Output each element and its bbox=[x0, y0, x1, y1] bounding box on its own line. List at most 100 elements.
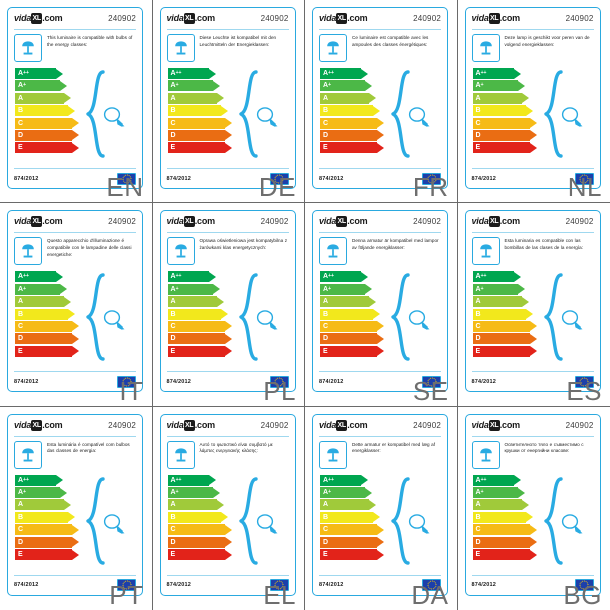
eu-flag-icon bbox=[117, 579, 136, 592]
energy-class-arrow-tip bbox=[212, 80, 220, 91]
energy-class-bar: D bbox=[167, 333, 232, 345]
language-cell-da: vida XL .com 240902 Dette armatur er kompati… bbox=[305, 406, 458, 610]
energy-class-arrow-tip bbox=[64, 93, 71, 104]
vidaxl-logo: vida XL .com bbox=[166, 419, 215, 431]
energy-class-bar: E bbox=[167, 549, 232, 560]
energy-class-bar: E bbox=[15, 345, 79, 357]
energy-class-label-d: D bbox=[472, 333, 530, 345]
energy-class-bar: E bbox=[320, 345, 384, 357]
energy-class-bar: A bbox=[15, 92, 79, 104]
logo-badge-xl: XL bbox=[183, 13, 195, 24]
energy-class-arrow-tip bbox=[72, 118, 79, 129]
curly-brace-icon bbox=[238, 273, 261, 362]
energy-class-scale: A ++ A + A B C D E bbox=[319, 271, 441, 367]
compatibility-text: Esta luminária é compatível com bulbos d… bbox=[47, 441, 130, 454]
eu-flag-icon bbox=[574, 375, 594, 388]
card-body: Questo apparecchio d'illuminazione é com… bbox=[8, 233, 142, 367]
compatibility-row: Dette armatur er kompatibel med læg af e… bbox=[319, 440, 441, 469]
compatibility-row: Αυτό το φωτιστικό είναι συμβατό με λάμπε… bbox=[166, 440, 289, 469]
regulation-number: 874/2012 bbox=[319, 175, 344, 182]
compatibility-row: Denna armatur är kompatibel med lampor a… bbox=[319, 237, 441, 266]
energy-class-label-e: E bbox=[320, 345, 377, 357]
energy-class-arrow-tip bbox=[220, 105, 228, 116]
energy-class-scale: A ++ A + A B C D E bbox=[472, 271, 594, 367]
logo-text-suffix: .com bbox=[347, 13, 368, 23]
logo-text-suffix: .com bbox=[499, 419, 520, 430]
energy-class-label-aplus: A + bbox=[320, 80, 365, 92]
logo-text-prefix: vida bbox=[319, 419, 337, 430]
energy-class-bar: B bbox=[167, 308, 232, 320]
compatibility-row: Esta luminária é compatível com bulbos d… bbox=[14, 440, 136, 469]
logo-badge-xl: XL bbox=[31, 419, 43, 431]
compatibility-row: Questo apparecchio d'illuminazione é com… bbox=[14, 237, 136, 266]
language-cell-fr: vida XL .com 240902 Ce luminaire est compati… bbox=[305, 0, 458, 204]
energy-class-scale: A ++ A + A B C D E bbox=[319, 68, 441, 164]
logo-badge-xl: XL bbox=[488, 216, 500, 228]
energy-class-bar: C bbox=[15, 117, 79, 129]
eu-flag-icon bbox=[422, 375, 441, 388]
energy-class-bar: B bbox=[15, 511, 79, 523]
energy-class-arrow-tip bbox=[72, 346, 79, 357]
energy-class-label-a: A bbox=[15, 499, 64, 511]
energy-class-arrow-tip bbox=[224, 524, 232, 535]
logo-text-prefix: vida bbox=[166, 419, 184, 430]
logo-text-suffix: .com bbox=[347, 419, 368, 430]
energy-class-arrow-tip bbox=[529, 537, 537, 548]
energy-class-arrow-tip bbox=[72, 333, 79, 344]
energy-class-label-c: C bbox=[167, 117, 225, 129]
energy-class-arrow-tip bbox=[60, 80, 67, 91]
energy-class-label-d: D bbox=[320, 129, 377, 141]
eu-flag-icon bbox=[574, 172, 594, 185]
energy-class-bar: A + bbox=[167, 283, 232, 295]
energy-class-bar: A ++ bbox=[320, 68, 384, 79]
energy-class-arrow-tip bbox=[361, 271, 368, 282]
energy-class-label-c: C bbox=[167, 320, 225, 332]
energy-class-label-a: A bbox=[15, 92, 64, 104]
energy-class-label-b: B bbox=[472, 308, 526, 320]
energy-class-scale: A ++ A + A B C D E bbox=[167, 68, 289, 164]
eu-flag-icon bbox=[269, 579, 289, 592]
article-number: 240902 bbox=[108, 14, 136, 23]
card-header: vida XL .com 240902 bbox=[166, 415, 289, 437]
energy-class-arrow-tip bbox=[521, 296, 529, 307]
logo-text-prefix: vida bbox=[471, 13, 489, 23]
eu-stars bbox=[427, 580, 436, 590]
card-footer: 874/2012 bbox=[319, 168, 441, 188]
compatibility-text: Deze lamp is geschikt voor peren van de … bbox=[504, 35, 590, 47]
regulation-number: 874/2012 bbox=[14, 175, 39, 182]
energy-class-bar: E bbox=[167, 345, 232, 357]
article-number: 240902 bbox=[108, 420, 136, 430]
energy-class-scale: A ++ A + A B C D E bbox=[14, 68, 136, 164]
lamp-icon bbox=[14, 440, 42, 469]
eu-flag-icon bbox=[422, 579, 441, 592]
card-header: vida XL .com 240902 bbox=[14, 211, 136, 234]
energy-class-label-d: D bbox=[15, 333, 72, 345]
energy-class-label-c: C bbox=[472, 320, 530, 332]
energy-class-label-a: A bbox=[167, 296, 217, 308]
energy-class-bar: A + bbox=[15, 283, 79, 295]
energy-class-arrow-tip bbox=[224, 549, 232, 560]
energy-class-bar: A ++ bbox=[320, 271, 384, 283]
energy-label-card: vida XL .com 240902 This luminaire is compat… bbox=[7, 7, 143, 189]
energy-class-label-aplus: A + bbox=[472, 487, 518, 499]
energy-label-card: vida XL .com 240902 Oprawa oświetleniowa jes… bbox=[159, 210, 296, 393]
energy-class-label-aplus: A + bbox=[167, 487, 213, 499]
energy-class-arrow-tip bbox=[529, 142, 537, 153]
eu-stars bbox=[579, 377, 589, 387]
article-number: 240902 bbox=[260, 420, 289, 430]
logo-badge-xl: XL bbox=[336, 419, 348, 431]
energy-class-label-e: E bbox=[472, 142, 530, 154]
energy-class-arrow-tip bbox=[56, 68, 63, 79]
language-code-nl: NL bbox=[567, 172, 602, 203]
energy-class-label-a: A bbox=[472, 296, 522, 308]
lamp-icon bbox=[319, 440, 347, 469]
energy-class-bar: C bbox=[167, 320, 232, 332]
energy-class-bar: A bbox=[472, 92, 537, 104]
card-header: vida XL .com 240902 bbox=[14, 8, 136, 30]
energy-class-bar: C bbox=[320, 320, 384, 332]
energy-class-bar: D bbox=[15, 333, 79, 345]
lamp-icon bbox=[166, 440, 195, 469]
language-code-en: EN bbox=[106, 172, 144, 203]
curly-brace-icon bbox=[86, 273, 108, 362]
logo-text-suffix: .com bbox=[42, 419, 63, 430]
